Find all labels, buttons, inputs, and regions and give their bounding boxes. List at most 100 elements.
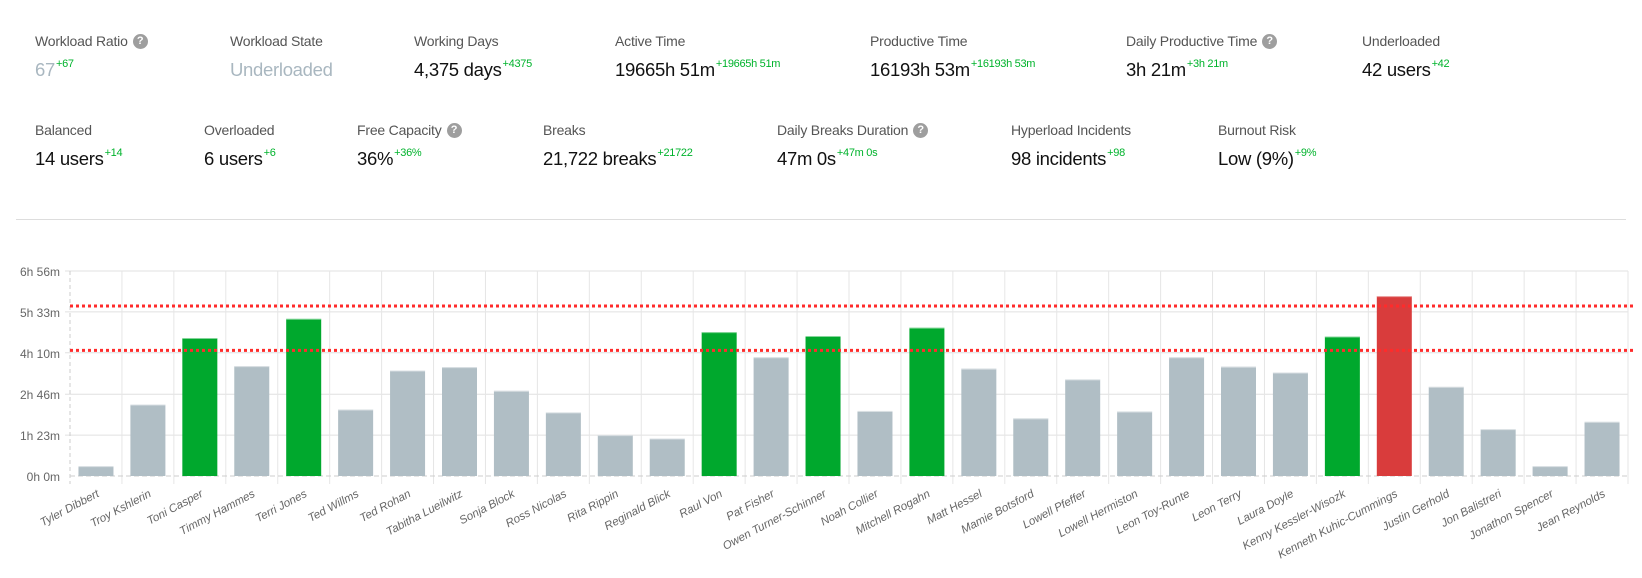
stat-delta: +14 bbox=[104, 147, 123, 159]
stat-label-text: Daily Productive Time bbox=[1126, 33, 1258, 49]
stat-overloaded: Overloaded 6 users+6 bbox=[204, 122, 276, 170]
stat-value-text: 3h 21m bbox=[1126, 59, 1186, 80]
bar-underloaded[interactable] bbox=[597, 435, 633, 476]
bar-balanced[interactable] bbox=[909, 327, 945, 476]
stat-label: Hyperload Incidents bbox=[1011, 122, 1131, 138]
stat-value: 4,375 days+4375 bbox=[414, 58, 532, 81]
stat-delta: +6 bbox=[263, 147, 276, 159]
bar-overloaded[interactable] bbox=[1376, 296, 1412, 476]
bar-balanced[interactable] bbox=[1324, 336, 1360, 476]
stat-delta: +42 bbox=[1431, 58, 1450, 70]
stat-label: Breaks bbox=[543, 122, 693, 138]
stat-value-text: 67 bbox=[35, 59, 55, 80]
bar-underloaded[interactable] bbox=[1065, 379, 1101, 476]
bar-balanced[interactable] bbox=[701, 332, 737, 476]
stat-label-text: Working Days bbox=[414, 33, 499, 49]
stat-delta: +36% bbox=[394, 147, 422, 159]
stat-label-text: Workload Ratio bbox=[35, 33, 128, 49]
bar-underloaded[interactable] bbox=[649, 438, 685, 476]
bar-underloaded[interactable] bbox=[1221, 366, 1256, 476]
stat-label: Productive Time bbox=[870, 33, 1035, 49]
help-icon[interactable]: ? bbox=[446, 122, 462, 138]
y-tick-label: 2h 46m bbox=[20, 388, 60, 402]
stat-value-text: 16193h 53m bbox=[870, 59, 970, 80]
stat-productive-time: Productive Time 16193h 53m+16193h 53m bbox=[870, 33, 1035, 81]
stat-label-text: Underloaded bbox=[1362, 33, 1440, 49]
bar-underloaded[interactable] bbox=[545, 412, 581, 476]
stat-value-text: 4,375 days bbox=[414, 59, 502, 80]
stat-value: 16193h 53m+16193h 53m bbox=[870, 58, 1036, 81]
bar-balanced[interactable] bbox=[182, 338, 218, 476]
stat-label-text: Breaks bbox=[543, 122, 586, 138]
stat-label-text: Free Capacity bbox=[357, 122, 442, 138]
stat-underloaded: Underloaded 42 users+42 bbox=[1362, 33, 1450, 81]
bar-underloaded[interactable] bbox=[1013, 418, 1049, 476]
stat-delta: +67 bbox=[55, 58, 74, 70]
bar-underloaded[interactable] bbox=[1584, 421, 1620, 476]
help-icon[interactable]: ? bbox=[132, 33, 148, 49]
stat-delta: +21722 bbox=[657, 147, 693, 159]
stat-delta: +98 bbox=[1107, 147, 1125, 159]
x-tick-label: Ted Willms bbox=[306, 488, 361, 525]
help-icon[interactable]: ? bbox=[913, 122, 929, 138]
stat-value-text: 14 users bbox=[35, 148, 104, 169]
stat-value: 36%+36% bbox=[357, 147, 462, 170]
stat-value-text: Low (9%) bbox=[1218, 148, 1294, 169]
stat-delta: +16193h 53m bbox=[970, 58, 1036, 70]
bar-underloaded[interactable] bbox=[442, 367, 477, 476]
stat-label: Burnout Risk bbox=[1218, 122, 1316, 138]
help-icon[interactable]: ? bbox=[1262, 33, 1278, 49]
bar-underloaded[interactable] bbox=[1272, 372, 1308, 476]
bar-underloaded[interactable] bbox=[1428, 386, 1464, 476]
x-tick-label: Raul Von bbox=[678, 488, 725, 521]
bar-balanced[interactable] bbox=[805, 336, 841, 476]
stat-value: 98 incidents+98 bbox=[1011, 147, 1131, 170]
stat-value-text: 21,722 breaks bbox=[543, 148, 657, 169]
bar-underloaded[interactable] bbox=[1480, 429, 1516, 476]
y-tick-label: 6h 56m bbox=[20, 265, 60, 279]
stat-value-text: 98 incidents bbox=[1011, 148, 1107, 169]
bar-underloaded[interactable] bbox=[1532, 466, 1568, 476]
stat-working-days: Working Days 4,375 days+4375 bbox=[414, 33, 532, 81]
x-tick-label: Jonathon Spencer bbox=[1467, 488, 1557, 543]
stat-label: Workload Ratio? bbox=[35, 33, 148, 49]
bar-underloaded[interactable] bbox=[338, 409, 374, 476]
stat-label-text: Overloaded bbox=[204, 122, 275, 138]
bar-underloaded[interactable] bbox=[961, 368, 997, 476]
stat-value-text: Underloaded bbox=[230, 59, 333, 80]
stat-active-time: Active Time 19665h 51m+19665h 51m bbox=[615, 33, 780, 81]
stat-label: Overloaded bbox=[204, 122, 276, 138]
stat-value: 3h 21m+3h 21m bbox=[1126, 58, 1277, 81]
stat-value: Underloaded bbox=[230, 59, 333, 81]
stat-value-text: 36% bbox=[357, 148, 394, 169]
stat-label: Workload State bbox=[230, 33, 333, 49]
bar-underloaded[interactable] bbox=[1117, 411, 1153, 476]
stat-label-text: Productive Time bbox=[870, 33, 968, 49]
bar-underloaded[interactable] bbox=[78, 466, 114, 476]
stat-delta: +19665h 51m bbox=[715, 58, 781, 70]
stat-free-capacity: Free Capacity? 36%+36% bbox=[357, 122, 462, 170]
stat-label-text: Daily Breaks Duration bbox=[777, 122, 909, 138]
bar-underloaded[interactable] bbox=[857, 410, 893, 476]
bar-underloaded[interactable] bbox=[234, 366, 270, 476]
bar-underloaded[interactable] bbox=[493, 390, 529, 476]
stat-label: Working Days bbox=[414, 33, 532, 49]
bar-underloaded[interactable] bbox=[390, 370, 426, 476]
y-tick-label: 1h 23m bbox=[20, 429, 60, 443]
stat-daily-productive-time: Daily Productive Time? 3h 21m+3h 21m bbox=[1126, 33, 1278, 81]
bar-underloaded[interactable] bbox=[1169, 357, 1205, 476]
bar-balanced[interactable] bbox=[286, 318, 322, 476]
stat-value: Low (9%)+9% bbox=[1218, 147, 1316, 170]
stat-value-text: 47m 0s bbox=[777, 148, 836, 169]
stat-value: 14 users+14 bbox=[35, 147, 123, 170]
stat-value: 21,722 breaks+21722 bbox=[543, 147, 693, 170]
stat-workload-ratio: Workload Ratio? 67+67 bbox=[35, 33, 148, 81]
divider bbox=[16, 219, 1626, 220]
stat-balanced: Balanced 14 users+14 bbox=[35, 122, 123, 170]
bar-underloaded[interactable] bbox=[753, 357, 789, 476]
stat-label: Active Time bbox=[615, 33, 780, 49]
stat-label: Free Capacity? bbox=[357, 122, 462, 138]
bar-underloaded[interactable] bbox=[130, 404, 166, 476]
stat-label-text: Active Time bbox=[615, 33, 686, 49]
